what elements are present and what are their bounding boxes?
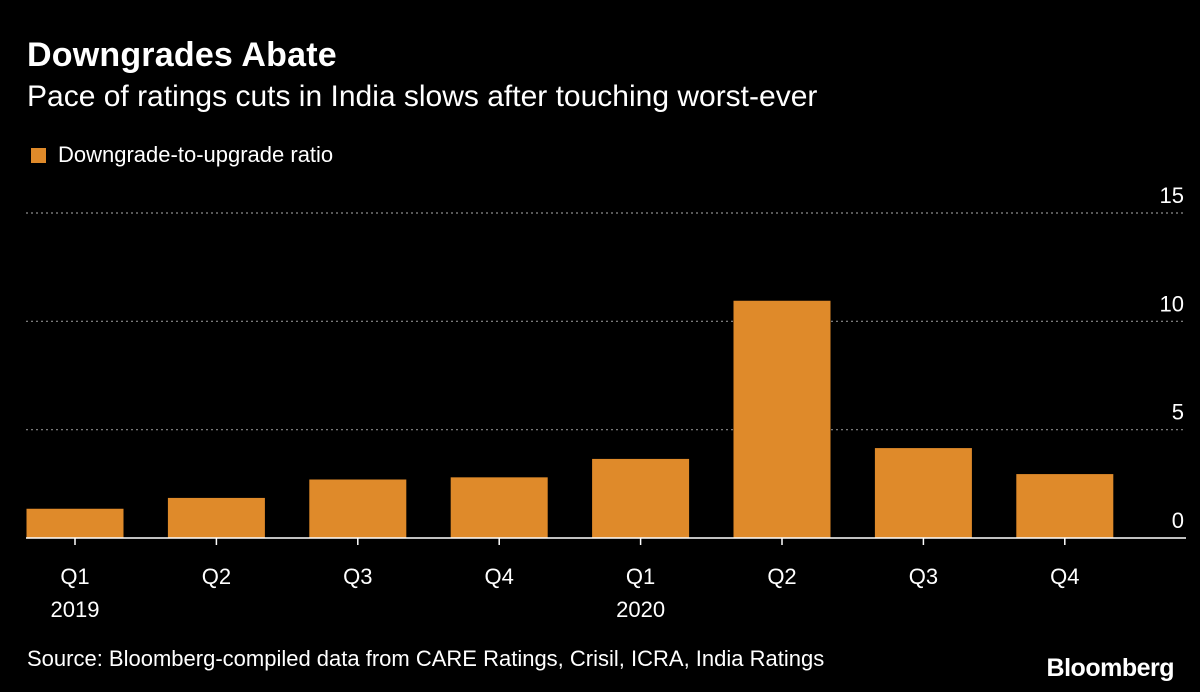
x-tick-label: Q3 [909, 564, 938, 589]
legend-label: Downgrade-to-upgrade ratio [58, 142, 334, 167]
bloomberg-logo: Bloomberg [1046, 654, 1175, 682]
bar [874, 448, 972, 538]
y-tick-label: 0 [1172, 508, 1184, 533]
x-tick-label: Q4 [485, 564, 514, 589]
y-tick-label: 5 [1172, 400, 1184, 425]
x-tick-label: Q1 [626, 564, 655, 589]
bar [167, 497, 265, 538]
chart-title: Downgrades Abate [27, 36, 337, 74]
chart-subtitle: Pace of ratings cuts in India slows afte… [27, 80, 818, 113]
bar [592, 458, 690, 538]
bar [733, 300, 831, 538]
bar [450, 477, 548, 538]
x-tick-label: Q3 [343, 564, 372, 589]
bar [26, 508, 124, 538]
x-tick-label: Q2 [202, 564, 231, 589]
source-note: Source: Bloomberg-compiled data from CAR… [27, 646, 825, 671]
x-tick-label: Q1 [60, 564, 89, 589]
legend-swatch [31, 147, 46, 163]
y-tick-label: 10 [1160, 291, 1184, 316]
legend: Downgrade-to-upgrade ratio [31, 142, 333, 168]
x-year-label: 2019 [51, 597, 100, 622]
x-tick-label: Q4 [1050, 564, 1079, 589]
x-tick-label: Q2 [767, 564, 796, 589]
bar [309, 479, 407, 538]
bar [1016, 474, 1114, 538]
x-year-label: 2020 [616, 597, 665, 622]
y-tick-label: 15 [1160, 183, 1184, 208]
